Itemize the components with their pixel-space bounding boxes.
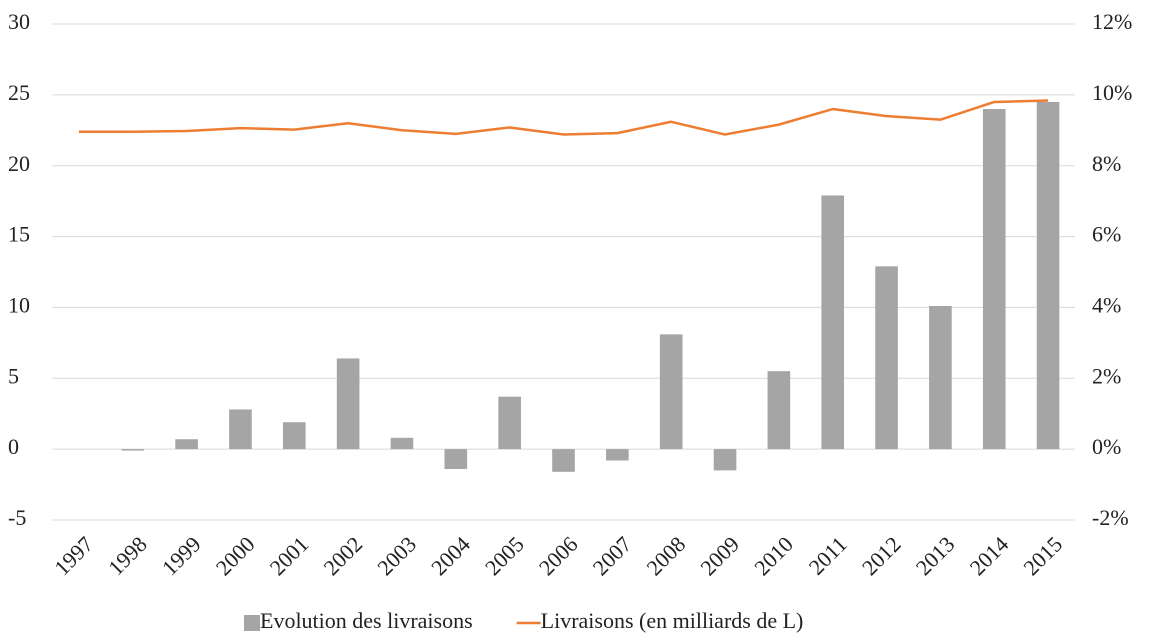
bar <box>821 195 845 450</box>
y2-tick-label: 4% <box>1092 292 1121 317</box>
y2-tick-label: -2% <box>1092 505 1129 530</box>
x-tick-label: 2009 <box>695 531 744 580</box>
bar <box>444 449 468 469</box>
y-tick-label: 5 <box>8 363 19 388</box>
bar <box>875 266 898 450</box>
x-tick-label: 2001 <box>265 531 314 580</box>
bar <box>121 449 145 451</box>
bar <box>659 334 683 450</box>
bar <box>1036 101 1060 450</box>
y2-tick-label: 2% <box>1092 363 1121 388</box>
x-tick-label: 2008 <box>641 531 690 580</box>
bar <box>282 422 306 450</box>
x-tick-label: 2014 <box>965 531 1014 580</box>
y-tick-label: 30 <box>8 9 30 34</box>
bar <box>767 371 791 450</box>
y2-tick-label: 0% <box>1092 434 1121 459</box>
legend-label: Livraisons (en milliards de L) <box>541 608 804 633</box>
x-tick-label: 2006 <box>534 531 583 580</box>
bar <box>229 409 252 450</box>
bar <box>929 306 952 450</box>
bar <box>175 439 198 450</box>
legend-label: Evolution des livraisons <box>260 608 473 633</box>
x-tick-label: 2000 <box>211 531 260 580</box>
y2-tick-label: 10% <box>1092 80 1132 105</box>
legend-swatch <box>244 615 260 631</box>
x-tick-label: 2003 <box>372 531 421 580</box>
bar <box>982 109 1006 450</box>
y-tick-label: 0 <box>8 434 19 459</box>
y-tick-label: 25 <box>8 80 30 105</box>
y-tick-label: -5 <box>8 505 26 530</box>
bar <box>552 449 575 472</box>
x-tick-label: 2015 <box>1018 531 1067 580</box>
y2-tick-label: 8% <box>1092 151 1121 176</box>
x-tick-label: 2011 <box>804 531 852 579</box>
x-tick-label: 1999 <box>157 531 206 580</box>
bar <box>606 449 629 461</box>
x-tick-label: 2012 <box>857 531 906 580</box>
x-tick-label: 2004 <box>426 531 475 580</box>
x-tick-label: 2013 <box>911 531 960 580</box>
x-tick-label: 1998 <box>103 531 152 580</box>
bar <box>713 449 737 471</box>
bar <box>390 437 414 450</box>
bar <box>498 396 521 450</box>
y-tick-label: 15 <box>8 222 30 247</box>
x-tick-label: 2002 <box>318 531 367 580</box>
x-tick-label: 1997 <box>49 531 98 580</box>
y-tick-label: 20 <box>8 151 30 176</box>
x-tick-label: 2007 <box>588 531 637 580</box>
y2-tick-label: 12% <box>1092 9 1132 34</box>
line <box>78 99 1049 136</box>
y-tick-label: 10 <box>8 292 30 317</box>
x-tick-label: 2005 <box>480 531 529 580</box>
bar <box>336 358 360 450</box>
y2-tick-label: 6% <box>1092 222 1121 247</box>
x-tick-label: 2010 <box>749 531 798 580</box>
